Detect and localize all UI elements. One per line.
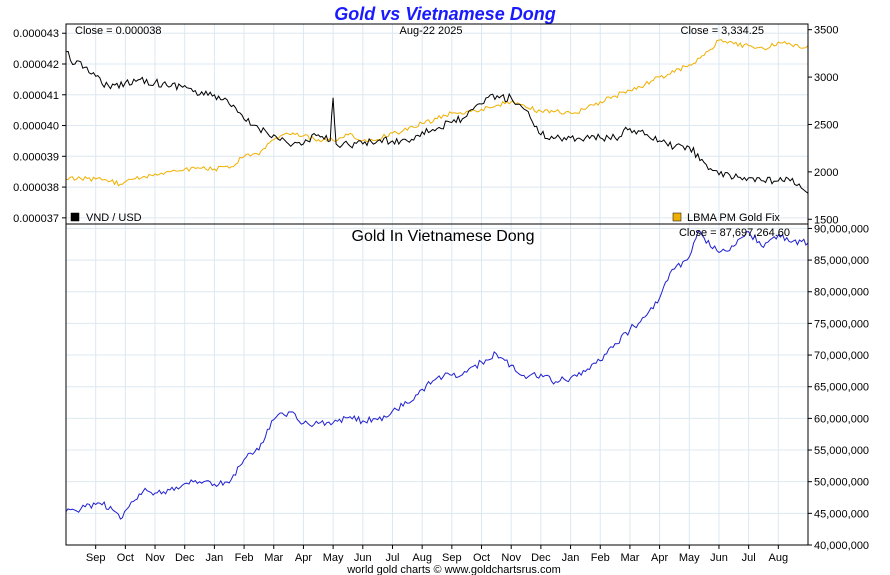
bottom-panel-title: Gold In Vietnamese Dong xyxy=(352,228,535,245)
bottom-right-close-label: Close = 87,697,264.60 xyxy=(679,227,790,239)
legend-item-vnd-usd: VND / USD xyxy=(70,212,142,224)
bottom-panel-grid xyxy=(66,224,808,546)
x-tick-label: Oct xyxy=(117,552,134,564)
x-tick-label: Jan xyxy=(562,552,580,564)
x-tick-label: Dec xyxy=(175,552,195,564)
x-tick-label: Jul xyxy=(385,552,399,564)
x-tick-label: Aug xyxy=(412,552,432,564)
bottom-right-tick-label: 40,000,000 xyxy=(814,540,869,552)
top-right-close-label: Close = 3,334.25 xyxy=(681,25,764,37)
bottom-panel-border xyxy=(65,223,809,546)
bottom-right-axis-ticks: 40,000,000 45,000,000 50,000,000 55,000,000… xyxy=(808,223,869,552)
bottom-right-tick-label: 90,000,000 xyxy=(814,223,869,235)
bottom-right-tick-label: 80,000,000 xyxy=(814,287,869,299)
top-left-tick-label: 0.000042 xyxy=(13,59,59,71)
x-tick-label: Oct xyxy=(473,552,490,564)
top-left-tick-label: 0.000043 xyxy=(13,28,59,40)
x-tick-label: Mar xyxy=(264,552,283,564)
top-panel: 0.000037 0.000038 0.000039 0.000040 0.000041… xyxy=(13,23,838,226)
legend-label-vnd-usd: VND / USD xyxy=(86,212,142,224)
x-tick-label: Jun xyxy=(354,552,372,564)
top-left-tick-label: 0.000038 xyxy=(13,182,59,194)
top-left-axis-ticks: 0.000037 0.000038 0.000039 0.000040 0.000041… xyxy=(13,28,66,225)
x-tick-label: Apr xyxy=(295,552,312,564)
footer-credit: world gold charts © www.goldchartsrus.co… xyxy=(346,564,561,575)
legend-item-lbma-gold: LBMA PM Gold Fix xyxy=(672,212,780,224)
top-left-close-label: Close = 0.000038 xyxy=(75,25,162,37)
top-right-tick-label: 2000 xyxy=(814,167,838,179)
x-tick-label: Feb xyxy=(235,552,254,564)
legend-swatch-lbma-gold xyxy=(672,212,682,222)
top-right-tick-label: 2500 xyxy=(814,119,838,131)
x-tick-label: Dec xyxy=(531,552,551,564)
x-tick-label: Jan xyxy=(206,552,224,564)
top-left-tick-label: 0.000041 xyxy=(13,90,59,102)
bottom-right-tick-label: 55,000,000 xyxy=(814,445,869,457)
x-axis-ticks: Sep Oct Nov Dec Jan Feb Mar Apr May Jun Jul Aug Sep O… xyxy=(86,545,788,564)
x-tick-label: Jun xyxy=(710,552,728,564)
x-tick-label: Feb xyxy=(591,552,610,564)
legend-label-lbma-gold: LBMA PM Gold Fix xyxy=(687,212,780,224)
bottom-panel-frame xyxy=(66,224,808,545)
series-line-vnd-usd xyxy=(65,50,809,194)
bottom-right-tick-label: 60,000,000 xyxy=(814,413,869,425)
top-right-tick-label: 3500 xyxy=(814,25,838,37)
x-tick-label: Mar xyxy=(620,552,639,564)
x-tick-label: May xyxy=(323,552,344,564)
bottom-right-tick-label: 85,000,000 xyxy=(814,255,869,267)
bottom-right-tick-label: 70,000,000 xyxy=(814,350,869,362)
top-panel-grid xyxy=(66,24,808,224)
x-tick-label: Sep xyxy=(442,552,462,564)
top-right-tick-label: 3000 xyxy=(814,72,838,84)
bottom-right-tick-label: 65,000,000 xyxy=(814,382,869,394)
x-tick-label: Nov xyxy=(501,552,521,564)
x-tick-label: Apr xyxy=(651,552,668,564)
x-tick-label: Sep xyxy=(86,552,106,564)
x-tick-label: May xyxy=(679,552,700,564)
top-right-tick-label: 1500 xyxy=(814,214,838,226)
legend-swatch-vnd-usd xyxy=(70,212,80,222)
bottom-right-tick-label: 45,000,000 xyxy=(814,508,869,520)
x-tick-label: Aug xyxy=(769,552,789,564)
bottom-right-tick-label: 75,000,000 xyxy=(814,318,869,330)
series-line-lbma-gold xyxy=(66,39,809,187)
top-left-tick-label: 0.000037 xyxy=(13,213,59,225)
x-tick-label: Nov xyxy=(145,552,165,564)
series-line-gold-in-vnd xyxy=(65,230,809,520)
top-left-tick-label: 0.000039 xyxy=(13,151,59,163)
bottom-right-tick-label: 50,000,000 xyxy=(814,477,869,489)
top-right-axis-ticks: 1500 2000 2500 3000 3500 xyxy=(808,25,838,226)
top-date-label: Aug-22 2025 xyxy=(400,25,463,37)
bottom-panel: 40,000,000 45,000,000 50,000,000 55,000,000… xyxy=(65,223,869,564)
x-tick-label: Jul xyxy=(742,552,756,564)
top-left-tick-label: 0.000040 xyxy=(13,121,59,133)
top-panel-frame xyxy=(66,24,808,224)
chart-title: Gold vs Vietnamese Dong xyxy=(334,4,555,24)
